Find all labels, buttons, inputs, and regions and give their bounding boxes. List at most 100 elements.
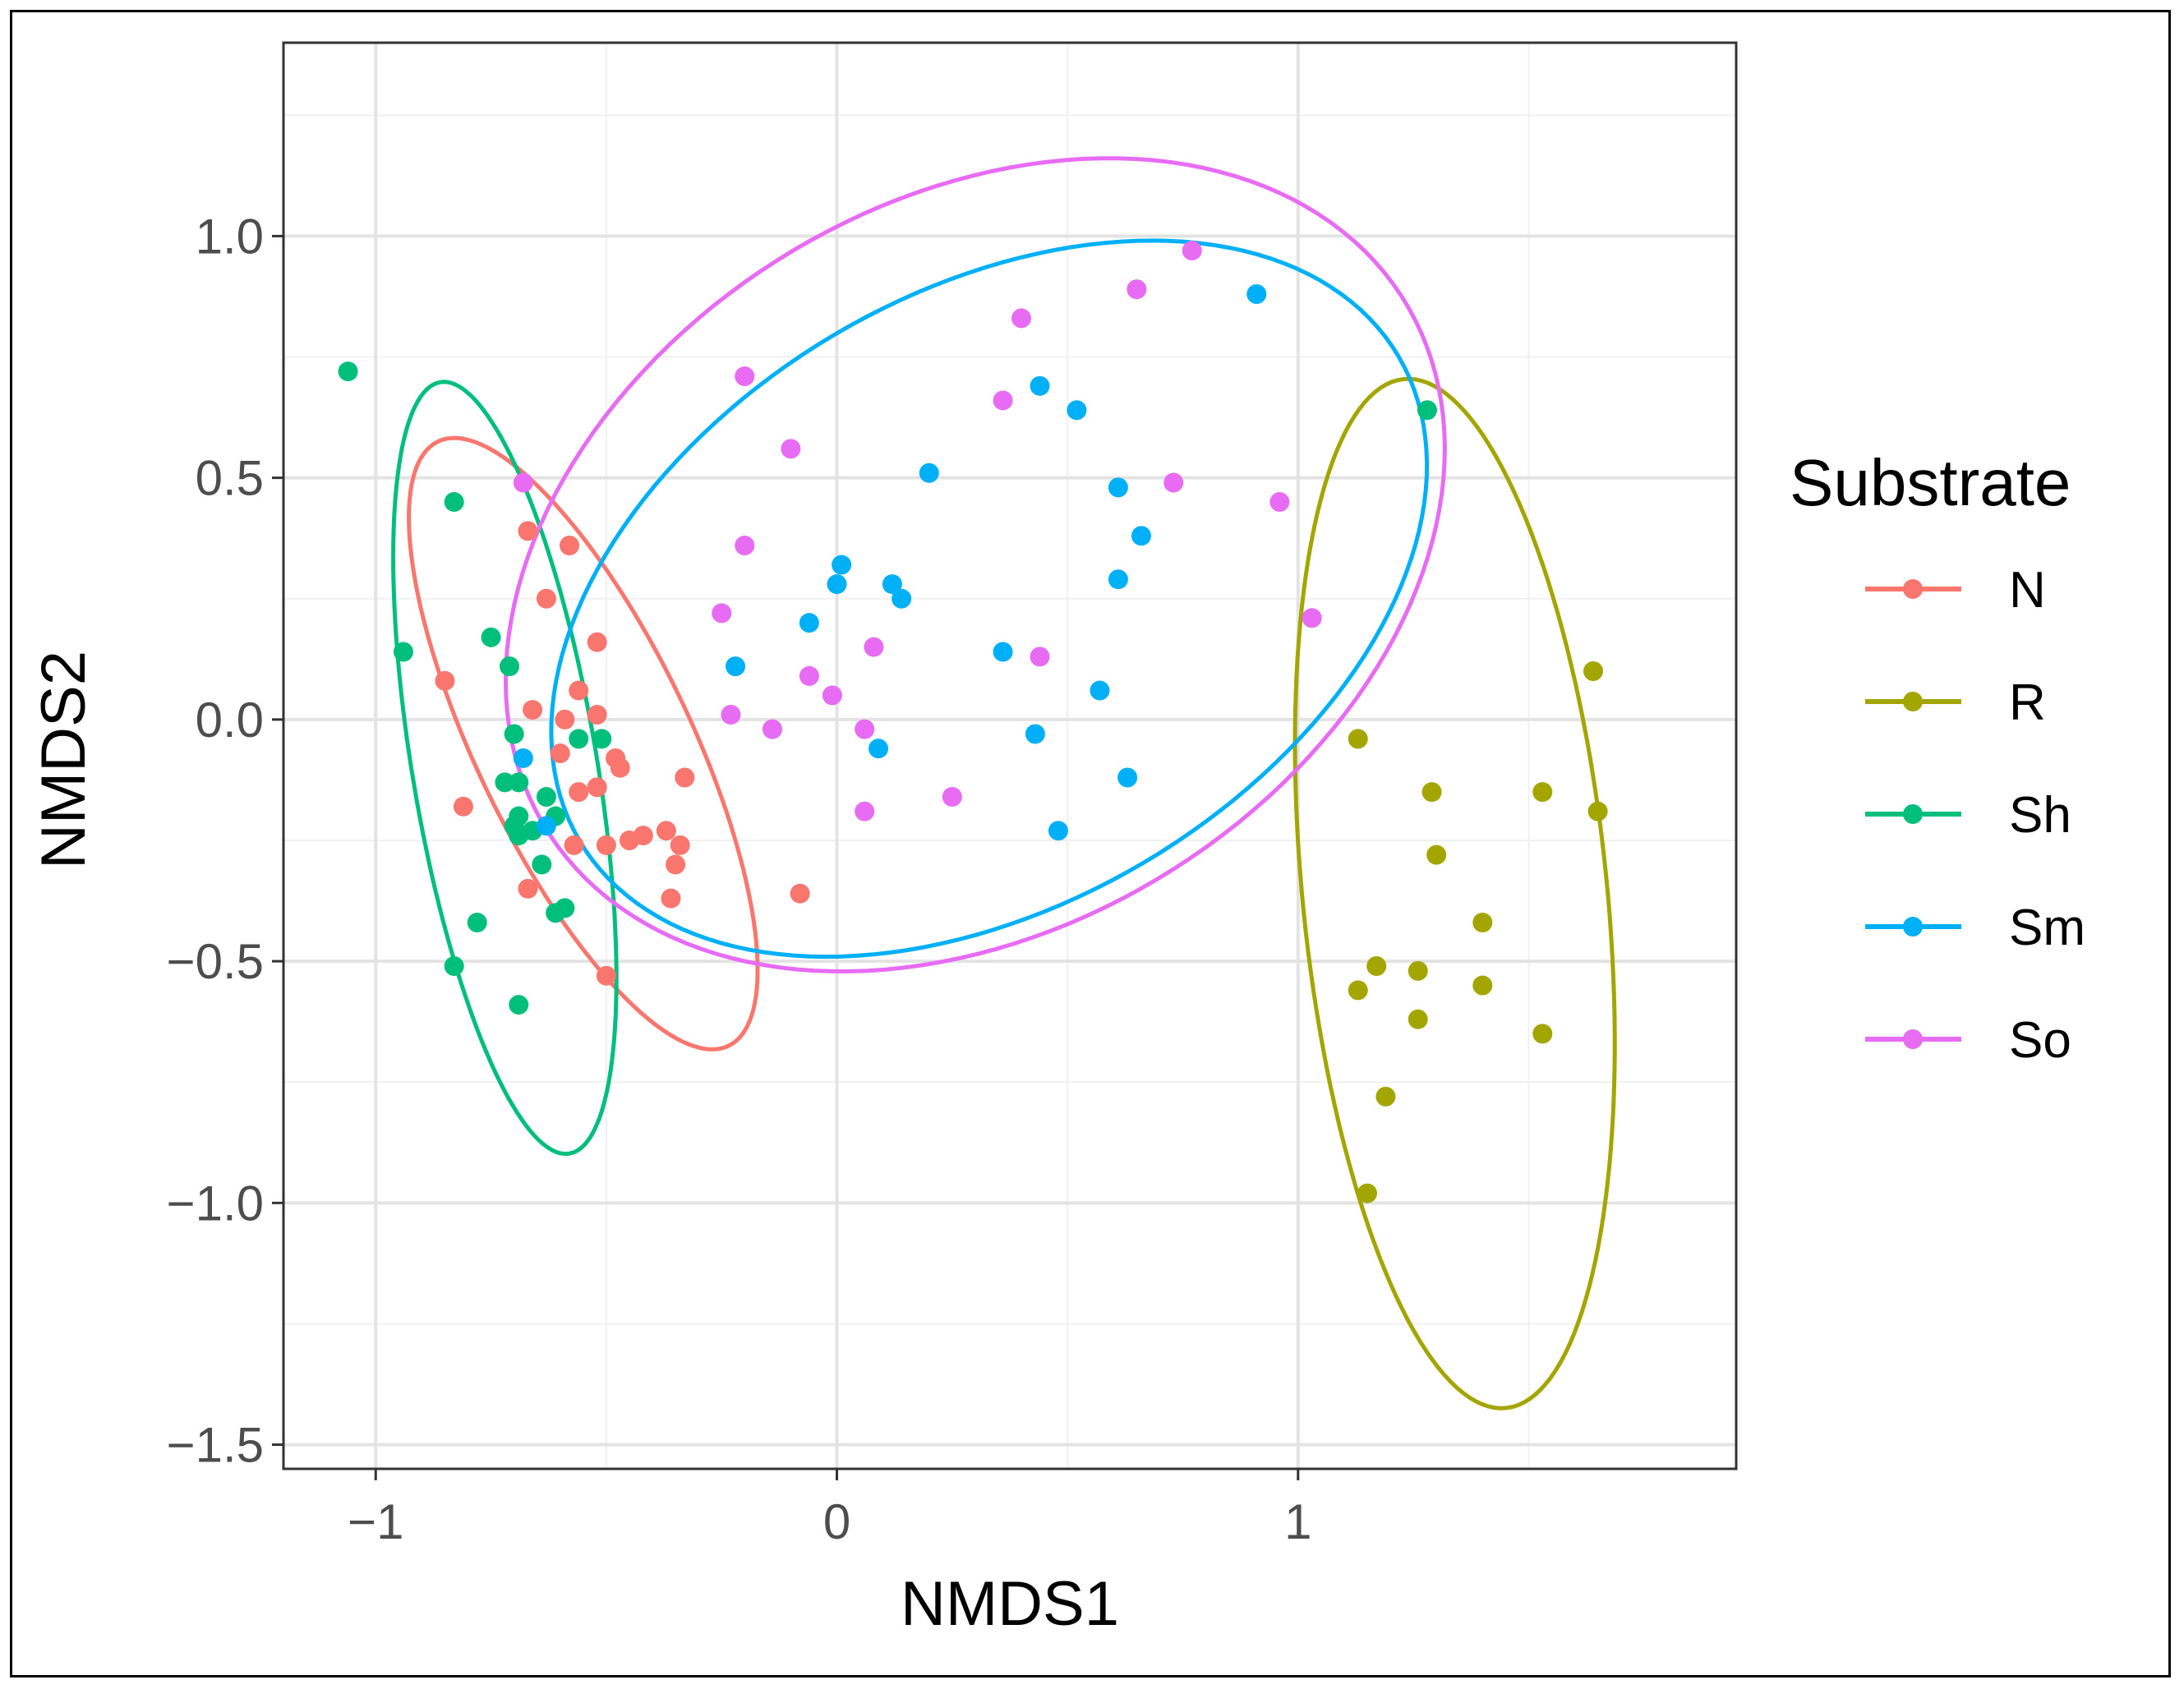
point-so [762, 719, 782, 739]
point-n [670, 835, 690, 855]
point-so [855, 801, 875, 821]
point-so [721, 704, 741, 725]
point-r [1472, 913, 1493, 933]
point-r [1421, 782, 1442, 803]
point-r [1532, 782, 1553, 803]
point-sm [1090, 680, 1110, 701]
point-sm [882, 574, 902, 595]
point-so [942, 787, 962, 808]
point-so [1127, 279, 1147, 300]
point-so [781, 439, 801, 459]
panel-border [282, 41, 1738, 1470]
legend-label: N [2009, 562, 2046, 619]
point-sm [1246, 284, 1267, 305]
legend-marker [1903, 692, 1923, 711]
legend-label: Sm [2009, 900, 2085, 956]
point-n [656, 821, 676, 841]
point-sm [869, 739, 889, 759]
point-sh [546, 903, 566, 923]
point-n [453, 796, 473, 817]
point-r [1426, 844, 1447, 865]
x-tick-label: 0 [823, 1494, 850, 1549]
point-n [518, 521, 538, 541]
point-so [1269, 492, 1290, 513]
y-tick-label: 0.0 [196, 693, 264, 748]
point-r [1375, 1086, 1396, 1107]
y-tick-label: 0.5 [196, 451, 264, 506]
legend-item-so: So [1865, 1012, 2071, 1069]
point-n [596, 965, 616, 986]
figure-frame: −1 0 1 1.0 0.5 0.0 −0.5 −1.0 −1.5 NMDS1 NMDS2 Su… [10, 10, 2171, 1677]
ellipse-sh [391, 380, 619, 1157]
point-so [822, 685, 842, 706]
ellipse-sm [549, 238, 1430, 960]
point-n [587, 704, 607, 725]
legend-keys: NR Sh Sm So [1865, 562, 2085, 1069]
point-sh [509, 826, 529, 846]
x-axis-title: NMDS1 [901, 1569, 1119, 1639]
point-so [1030, 647, 1050, 667]
point-n [661, 888, 681, 909]
point-n [559, 536, 579, 556]
point-r [1583, 661, 1604, 682]
axis-ticks: −1 0 1 1.0 0.5 0.0 −0.5 −1.0 −1.5 [167, 209, 1312, 1549]
point-sm [1025, 724, 1045, 744]
point-sm [1131, 526, 1151, 546]
point-n [666, 854, 686, 875]
y-tick-label: −0.5 [167, 934, 264, 989]
ellipse-r [1292, 376, 1617, 1411]
point-sm [1108, 569, 1128, 590]
point-sh [481, 627, 501, 647]
x-tick-label: −1 [348, 1494, 403, 1549]
point-sh [509, 772, 529, 793]
point-r [1532, 1024, 1553, 1044]
point-sh [509, 995, 529, 1015]
x-tick-label: 1 [1284, 1494, 1311, 1549]
point-sh [1417, 400, 1437, 421]
point-r [1408, 960, 1428, 981]
point-n [550, 743, 570, 764]
point-sm [827, 574, 847, 595]
data-points [338, 241, 1608, 1203]
point-n [790, 883, 810, 904]
point-sh [569, 729, 589, 749]
legend-item-r: R [1865, 674, 2046, 731]
point-n [536, 588, 556, 609]
point-so [1011, 308, 1032, 329]
point-n [435, 670, 455, 691]
point-sm [1117, 767, 1138, 788]
legend-marker [1903, 579, 1923, 599]
nmds-scatter-plot: −1 0 1 1.0 0.5 0.0 −0.5 −1.0 −1.5 NMDS1 NMDS2 Su… [29, 41, 2085, 1639]
point-n [610, 757, 630, 778]
point-sh [536, 787, 556, 808]
point-so [799, 665, 819, 686]
point-so [855, 719, 875, 739]
point-n [596, 835, 616, 855]
point-so [712, 603, 732, 624]
point-so [993, 390, 1013, 411]
point-sm [892, 588, 912, 609]
point-n [587, 777, 607, 798]
ellipse-n [407, 435, 760, 1052]
point-r [1408, 1009, 1428, 1029]
point-so [864, 637, 884, 657]
legend: Substrate NR Sh Sm So [1790, 446, 2085, 1069]
point-n [564, 835, 584, 855]
legend-marker [1903, 1029, 1923, 1049]
point-n [518, 878, 538, 899]
point-n [587, 632, 607, 652]
point-sm [1048, 821, 1068, 841]
point-so [735, 366, 755, 387]
legend-marker [1903, 804, 1923, 824]
grid-lines [283, 43, 1736, 1469]
point-sh [338, 361, 358, 382]
point-sh [444, 955, 464, 976]
point-n [555, 709, 575, 729]
legend-title: Substrate [1790, 446, 2071, 519]
y-tick-label: 1.0 [196, 209, 264, 264]
point-sm [832, 555, 852, 575]
point-n [633, 826, 653, 846]
legend-item-n: N [1865, 562, 2046, 619]
point-r [1357, 1183, 1377, 1203]
point-r [1348, 980, 1368, 1001]
